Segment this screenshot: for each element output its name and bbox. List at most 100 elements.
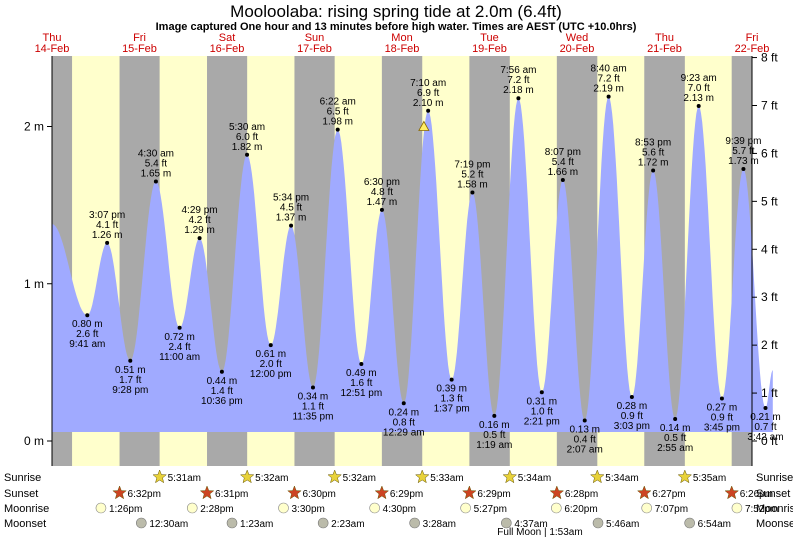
extreme-point [763,405,768,410]
extreme-point [310,385,315,390]
extreme-ft: 1.0 ft [531,406,553,417]
sunset-icon [462,485,477,500]
moonset-icon [317,517,329,529]
extreme-time: 7:10 am [410,78,446,89]
extreme-time: 3:03 pm [614,421,650,432]
capture-marker [418,120,430,131]
day-name-label: Fri [746,32,759,44]
extreme-m: 0.61 m [255,349,286,360]
extreme-m: 0.39 m [436,384,467,395]
sunrise-time: 5:35am [693,473,726,484]
extreme-time: 9:28 pm [112,385,148,396]
extreme-m: 0.31 m [527,396,558,407]
extreme-point [449,377,454,382]
extreme-time: 3:42 am [747,432,783,443]
extreme-point [335,127,340,132]
right-tick-label: 1 ft [761,386,778,400]
sunset-icon [287,485,302,500]
moonrise-time: 3:30pm [292,504,325,515]
row-label-right: Moonrise [756,503,793,515]
extreme-ft: 6.5 ft [327,107,349,118]
sunrise-icon [239,469,255,484]
extreme-time: 5:30 am [229,122,265,133]
left-tick-label: 2 m [24,120,44,134]
row-label-left: Sunrise [4,472,41,484]
day-name-label: Fri [133,32,146,44]
extreme-ft: 7.0 ft [688,83,710,94]
extreme-ft: 0.5 ft [664,433,686,444]
extreme-point [359,361,364,366]
day-date-label: 21-Feb [647,43,682,55]
extreme-point [492,413,497,418]
day-name-label: Tue [480,32,499,44]
extreme-ft: 6.9 ft [417,88,439,99]
day-name-label: Wed [566,32,588,44]
extreme-m: 1.29 m [184,225,215,236]
extreme-m: 0.72 m [164,332,195,343]
extreme-ft: 1.1 ft [302,402,324,413]
moonrise-time: 7:07pm [655,504,688,515]
extreme-ft: 5.4 ft [145,159,167,170]
extreme-point [153,179,158,184]
extreme-m: 0.28 m [617,401,648,412]
extreme-ft: 7.2 ft [597,74,619,85]
extreme-m: 0.34 m [298,392,329,403]
sun-moon-table: Sunrise Sunrise Sunset Sunset Moonrise Moonri… [4,469,793,538]
extreme-time: 12:51 pm [340,388,382,399]
extreme-ft: 4.8 ft [371,187,393,198]
extreme-time: 7:19 pm [454,160,490,171]
row-label-left: Sunset [4,488,38,500]
extreme-ft: 2.6 ft [76,329,98,340]
moonset-time: 6:54am [698,519,731,530]
extreme-ft: 0.9 ft [621,411,643,422]
extreme-m: 1.73 m [728,156,759,167]
extreme-ft: 0.9 ft [711,413,733,424]
moonset-time: 2:23am [331,519,364,530]
sunset-time: 6:28pm [565,489,598,500]
extreme-point [629,394,634,399]
extreme-time: 3:45 pm [704,423,740,434]
extreme-ft: 1.6 ft [350,378,372,389]
extreme-m: 1.58 m [457,180,488,191]
sunrise-time: 5:31am [168,473,201,484]
sunrise-time: 5:34am [518,473,551,484]
day-date-label: 19-Feb [472,43,507,55]
left-tick-label: 1 m [24,277,44,291]
extreme-point [85,313,90,318]
extreme-m: 1.65 m [141,169,172,180]
moonrise-time: 1:26pm [109,504,142,515]
day-name-label: Thu [655,32,674,44]
extreme-time: 11:00 am [159,352,200,363]
sunrise-icon [502,469,518,484]
sunset-time: 6:31pm [215,489,248,500]
moonrise-icon [731,502,743,514]
extreme-point [560,177,565,182]
moonset-time: 1:23am [240,519,273,530]
extreme-time: 1:37 pm [434,404,470,415]
extreme-ft: 5.7 ft [732,146,754,157]
day-date-label: 14-Feb [35,43,70,55]
moonrise-time: 6:20pm [564,504,597,515]
sunrise-icon [327,469,342,484]
extreme-time: 2:55 am [657,443,693,454]
extreme-m: 1.47 m [367,197,398,208]
extreme-time: 6:22 am [320,97,356,108]
extreme-m: 1.26 m [92,230,123,241]
right-tick-label: 4 ft [761,242,778,256]
extreme-point [673,416,678,421]
extreme-m: 0.24 m [388,407,419,418]
right-tick-label: 6 ft [761,146,778,160]
extreme-point [268,343,273,348]
full-moon-note: Full Moon | 1:53am [497,527,582,538]
extreme-point [539,390,544,395]
extreme-ft: 0.8 ft [393,417,415,428]
extreme-time: 5:34 pm [273,193,309,204]
day-name-label: Sun [305,32,325,44]
extreme-ft: 6.0 ft [236,132,258,143]
row-label-left: Moonrise [4,503,49,515]
extreme-m: 2.13 m [683,93,714,104]
extreme-m: 0.14 m [660,423,691,434]
row-label-right: Sunset [756,488,790,500]
extreme-m: 0.13 m [569,425,600,436]
